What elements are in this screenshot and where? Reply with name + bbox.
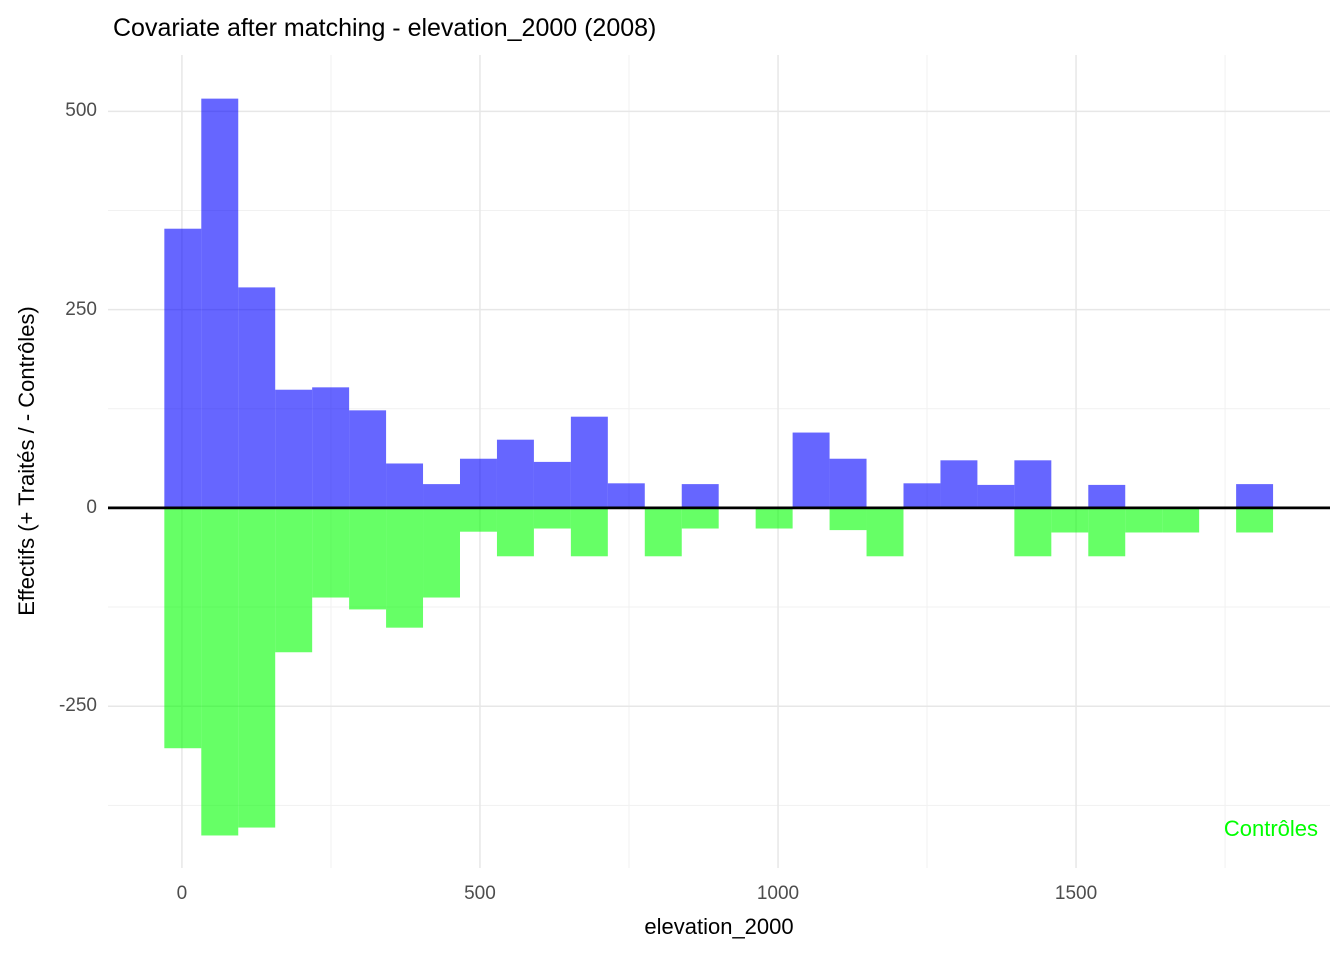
x-tick-label: 1500 bbox=[1054, 883, 1098, 904]
control-bar bbox=[644, 507, 682, 557]
control-bar bbox=[1014, 507, 1052, 557]
treated-bar bbox=[1088, 484, 1126, 508]
treated-bar bbox=[1236, 484, 1274, 508]
treated-bar bbox=[275, 389, 313, 508]
y-tick-label: 250 bbox=[65, 298, 97, 320]
treated-bar bbox=[459, 458, 497, 508]
control-bar bbox=[1162, 507, 1200, 533]
treated-bar bbox=[423, 484, 460, 508]
treated-bar bbox=[1014, 460, 1052, 508]
control-bar bbox=[570, 507, 608, 557]
treated-bar bbox=[238, 287, 276, 508]
control-bar bbox=[201, 507, 239, 836]
control-bar bbox=[496, 507, 534, 557]
control-bar bbox=[423, 507, 460, 598]
y-axis-title: Effectifs (+ Traités / - Contrôles) bbox=[14, 306, 39, 616]
treated-bar bbox=[312, 387, 350, 508]
treated-bar bbox=[829, 458, 867, 508]
y-tick-label: 500 bbox=[65, 100, 97, 122]
control-bar bbox=[1125, 507, 1163, 533]
control-bar bbox=[459, 507, 497, 532]
treated-bar bbox=[386, 463, 424, 508]
treated-bar bbox=[903, 483, 941, 508]
control-bar bbox=[1088, 507, 1126, 557]
control-bar bbox=[275, 507, 313, 653]
x-tick-label: 500 bbox=[464, 883, 496, 904]
control-bar bbox=[866, 507, 904, 557]
treated-bar bbox=[792, 432, 830, 508]
control-bar bbox=[312, 507, 350, 598]
treated-bar bbox=[607, 483, 645, 508]
treated-bar bbox=[681, 484, 719, 508]
treated-bar bbox=[977, 484, 1015, 508]
x-axis-title: elevation_2000 bbox=[644, 914, 794, 939]
treated-bar bbox=[164, 228, 202, 508]
control-bar bbox=[1236, 507, 1274, 533]
x-tick-label: 0 bbox=[176, 883, 188, 904]
controls-annotation: Contrôles bbox=[1223, 816, 1318, 841]
control-bar bbox=[681, 507, 719, 529]
y-tick-label: 0 bbox=[86, 496, 97, 518]
control-bar bbox=[238, 507, 276, 828]
treated-bar bbox=[940, 460, 978, 508]
control-bar bbox=[164, 507, 202, 749]
control-bar bbox=[755, 507, 793, 529]
control-bar bbox=[386, 507, 424, 628]
treated-bar bbox=[533, 461, 571, 508]
treated-bar bbox=[570, 416, 608, 508]
control-bar bbox=[349, 507, 387, 610]
x-tick-label: 1000 bbox=[756, 883, 800, 904]
treated-bar bbox=[349, 410, 387, 508]
y-tick-label: -250 bbox=[58, 695, 97, 717]
treated-bar bbox=[201, 98, 239, 508]
control-bar bbox=[829, 507, 867, 531]
treated-bar bbox=[496, 439, 534, 508]
control-bar bbox=[1051, 507, 1089, 533]
chart-title: Covariate after matching - elevation_200… bbox=[113, 14, 657, 42]
control-bar bbox=[533, 507, 571, 529]
